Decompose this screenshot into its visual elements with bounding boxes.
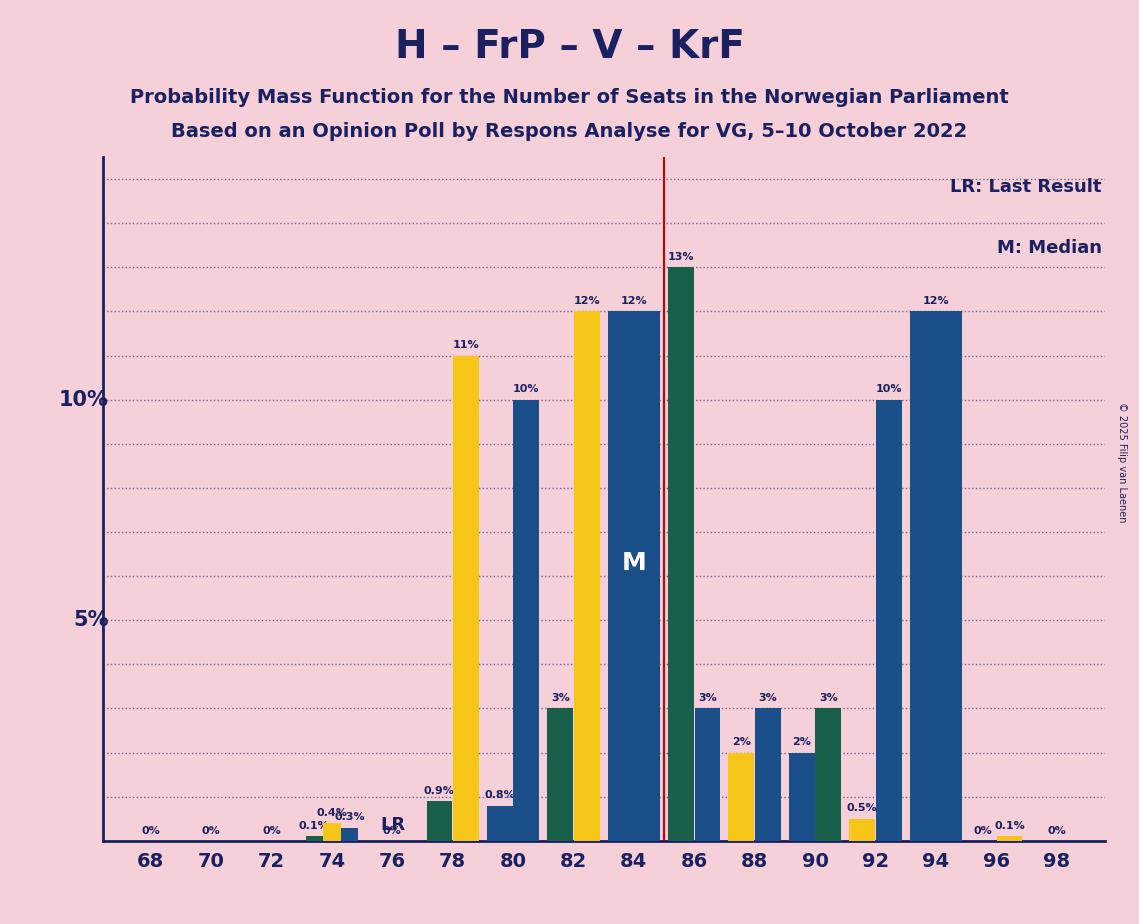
Text: 0%: 0% (974, 825, 992, 835)
Bar (341, 828, 359, 841)
Bar (755, 709, 781, 841)
Text: 0%: 0% (262, 825, 281, 835)
Text: 3%: 3% (551, 693, 570, 703)
Text: 12%: 12% (621, 297, 647, 306)
Bar (453, 356, 478, 841)
Text: 0%: 0% (141, 825, 161, 835)
Bar (548, 709, 573, 841)
Bar (487, 806, 513, 841)
Bar (514, 400, 539, 841)
Text: 0%: 0% (383, 825, 402, 835)
Text: 5%: 5% (73, 610, 108, 630)
Text: 12%: 12% (573, 297, 600, 306)
Bar (608, 311, 659, 841)
Text: 0.5%: 0.5% (846, 804, 877, 813)
Text: 3%: 3% (759, 693, 777, 703)
Bar (426, 801, 452, 841)
Bar (729, 753, 754, 841)
Text: Probability Mass Function for the Number of Seats in the Norwegian Parliament: Probability Mass Function for the Number… (130, 88, 1009, 107)
Text: 2%: 2% (793, 737, 811, 748)
Text: 10%: 10% (514, 384, 540, 395)
Text: 0%: 0% (1047, 825, 1066, 835)
Text: 0.8%: 0.8% (484, 790, 515, 800)
Text: M: Median: M: Median (997, 239, 1101, 257)
Text: 3%: 3% (819, 693, 837, 703)
Text: H – FrP – V – KrF: H – FrP – V – KrF (394, 28, 745, 66)
Bar (850, 819, 875, 841)
Text: 12%: 12% (923, 297, 949, 306)
Bar (789, 753, 814, 841)
Text: 10%: 10% (876, 384, 902, 395)
Text: 0%: 0% (202, 825, 221, 835)
Text: 3%: 3% (698, 693, 716, 703)
Text: LR: Last Result: LR: Last Result (950, 177, 1101, 196)
Bar (816, 709, 842, 841)
Text: LR: LR (380, 816, 405, 834)
Bar (997, 836, 1023, 841)
Bar (695, 709, 720, 841)
Bar (669, 267, 694, 841)
Text: 0.3%: 0.3% (335, 812, 364, 822)
Bar (323, 823, 341, 841)
Text: 0.9%: 0.9% (424, 785, 454, 796)
Bar (876, 400, 902, 841)
Bar (910, 311, 961, 841)
Text: 0.1%: 0.1% (298, 821, 329, 831)
Text: 0.1%: 0.1% (994, 821, 1025, 831)
Text: 0.4%: 0.4% (317, 808, 347, 818)
Text: 11%: 11% (452, 340, 480, 350)
Bar (305, 836, 322, 841)
Text: Based on an Opinion Poll by Respons Analyse for VG, 5–10 October 2022: Based on an Opinion Poll by Respons Anal… (171, 122, 968, 141)
Text: M: M (622, 551, 646, 575)
Text: 10%: 10% (59, 390, 108, 409)
Text: 13%: 13% (667, 252, 694, 262)
Text: © 2025 Filip van Laenen: © 2025 Filip van Laenen (1117, 402, 1126, 522)
Text: 2%: 2% (732, 737, 751, 748)
Bar (574, 311, 599, 841)
